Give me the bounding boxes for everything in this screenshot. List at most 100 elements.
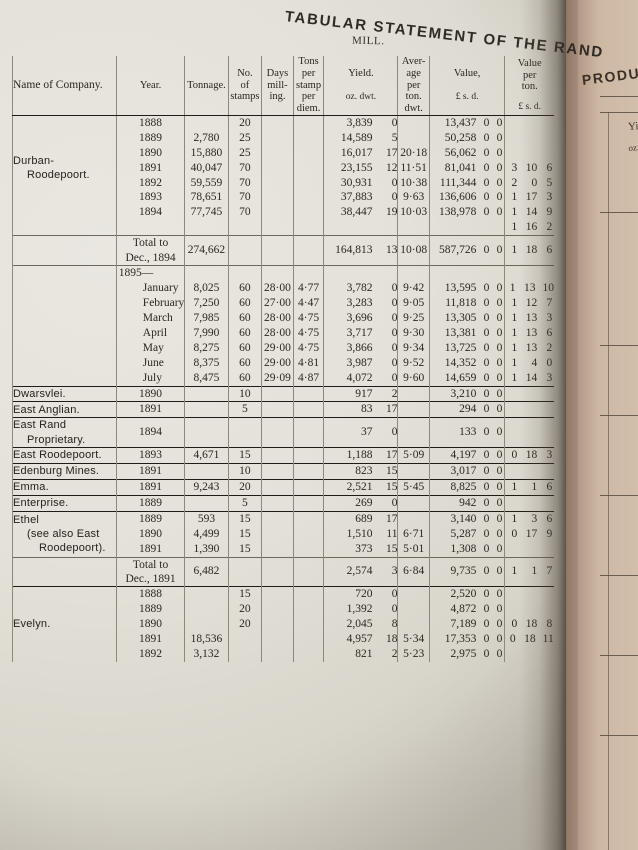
cell-vt-pence: 6	[546, 512, 553, 525]
cell-stamps: 10	[227, 462, 262, 480]
cell-yield-oz: 821	[355, 648, 373, 661]
cell-days-milling: 29·00	[261, 355, 294, 371]
cell-tonnage: 77,745	[184, 205, 229, 221]
cell-vt-pence: 9	[546, 527, 553, 540]
cell-total-tons-per-stamp	[292, 235, 324, 266]
cell-value-pence: 0	[496, 296, 503, 309]
cell-value-pence: 0	[496, 542, 503, 555]
cell-vt-pounds: 3	[511, 161, 518, 174]
cell-average-per-ton: 9·05	[397, 295, 430, 311]
cell-tonnage: 3,132	[184, 647, 229, 662]
cell-stamps: 15	[227, 510, 262, 527]
cell-average-per-ton	[397, 602, 430, 618]
col-header-days-l2: mill-	[267, 79, 288, 91]
table-row: Dwarsvlei. 1890 10 917 2 3,210 0 0	[12, 385, 554, 402]
cell-tons-per-stamp	[292, 417, 324, 448]
table-row: 1 16 2	[12, 220, 554, 236]
cell-year: 1891	[115, 160, 185, 176]
cell-tonnage	[184, 462, 229, 480]
cell-yield-dwt: 0	[391, 311, 398, 324]
cell-average-per-ton: 10·03	[397, 205, 430, 221]
cell-days-milling	[261, 145, 294, 161]
cell-year: 1889	[115, 130, 185, 146]
cell-stamps: 25	[227, 145, 262, 161]
cell-yield: 3,283 0	[323, 295, 398, 311]
col-header-stamps-l2: of	[240, 79, 250, 91]
cell-tons-per-stamp	[292, 175, 324, 191]
cell-vt-pence: 3	[546, 191, 553, 204]
cell-stamps	[227, 647, 262, 662]
cell-value-per-ton	[504, 417, 554, 448]
cell-tons-per-stamp	[292, 462, 324, 480]
cell-value-per-ton: 1 14 9	[504, 205, 554, 221]
cell-tons-per-stamp	[292, 586, 324, 603]
cell-stamps: 20	[227, 114, 262, 131]
cell-days-milling	[261, 401, 294, 418]
cell-vt-pence: 3	[546, 371, 553, 384]
cell-tons-per-stamp	[292, 160, 324, 176]
cell-value: 14,352 0 0	[428, 355, 505, 371]
company-name-line: Emma.	[13, 481, 49, 494]
cell-value-pence: 0	[496, 480, 503, 493]
monthly-spacer-cell	[12, 370, 117, 386]
cell-vt-pounds: 1	[509, 281, 516, 294]
cell-average-per-ton	[397, 130, 430, 146]
col-header-average-per-ton: Aver- age per ton. dwt.	[397, 56, 430, 116]
cell-average-per-ton: 6·71	[397, 526, 430, 542]
cell-yield-dwt: 17	[385, 403, 398, 416]
cell-yield-oz: 3,866	[346, 341, 373, 354]
cell-tons-per-stamp	[292, 478, 324, 496]
cell-vt-shillings: 18	[524, 633, 536, 646]
col-header-tps-l3: stamp	[295, 79, 322, 91]
cell-tons-per-stamp: 4·75	[292, 325, 324, 341]
cell-days-milling	[261, 541, 294, 558]
cell-value-per-ton: 1 17 3	[504, 190, 554, 206]
cell-yield-oz: 3,782	[346, 281, 373, 294]
cell-days-milling	[261, 617, 294, 633]
col-header-stamps: No. of stamps	[227, 56, 262, 116]
cell-yield: 23,155 12	[323, 160, 398, 176]
month-label: May	[142, 341, 164, 354]
company-name-line: Proprietary.	[27, 433, 86, 446]
cell-vt-shillings: 13	[525, 341, 538, 354]
cell-stamps: 60	[227, 280, 262, 296]
col-header-vt-l3: ton.	[521, 81, 538, 93]
table-row: East Anglian. 1891 5 83 17 294 0 0	[12, 401, 554, 418]
cell-yield-dwt: 0	[391, 371, 398, 384]
monthly-spacer-cell	[12, 295, 117, 311]
col-header-yield: Yield. oz. dwt.	[323, 56, 398, 116]
cell-value-per-ton: 1 12 7	[504, 295, 554, 311]
cell-yield-dwt: 0	[391, 426, 398, 439]
cell-yield-dwt: 11	[386, 527, 398, 540]
cell-value-shillings: 0	[483, 603, 490, 616]
table-body: Durban- Roodepoort. 1888 20 3,839 0 13,437 0…	[12, 114, 554, 662]
cell-year: 1894	[115, 417, 185, 448]
cell-tonnage	[184, 602, 229, 618]
cell-vt-pounds: 1	[511, 341, 518, 354]
cell-yield-oz: 3,717	[346, 326, 373, 339]
cell-yield: 689 17	[323, 510, 398, 527]
cell-yield-oz: 689	[355, 512, 373, 525]
cell-total-yield: 164,813 13	[323, 235, 398, 266]
cell-yield-dwt: 2	[391, 648, 398, 661]
cell-yield-dwt: 18	[385, 633, 398, 646]
cell-value-pounds: 2,975	[450, 648, 477, 661]
table-row: 1890 15,880 25 16,017 17 20·18 56,062 0 0	[13, 145, 554, 161]
cell-value-pence: 0	[496, 206, 503, 219]
cell-value: 4,872 0 0	[428, 602, 505, 618]
cell-tons-per-stamp	[292, 385, 324, 402]
total-label-line2: Dec., 1891	[125, 572, 176, 585]
cell-days-milling	[261, 417, 294, 448]
cell-total-value-per-ton: 1 18 6	[504, 235, 554, 266]
col-header-stamps-l1: No.	[237, 67, 253, 79]
cell-value-shillings: 0	[483, 131, 490, 144]
cell-value-pence: 0	[496, 448, 503, 461]
cell-yield-dwt: 0	[391, 176, 398, 189]
cell-value-per-ton: 1 13 2	[504, 340, 554, 356]
cell-value-shillings: 0	[483, 296, 490, 309]
col-header-value-label: Value,	[453, 68, 481, 80]
company-name-cell: Emma.	[12, 478, 117, 496]
cell-vt-pounds: 1	[511, 296, 518, 309]
cell-yield-dwt: 17	[385, 146, 398, 159]
